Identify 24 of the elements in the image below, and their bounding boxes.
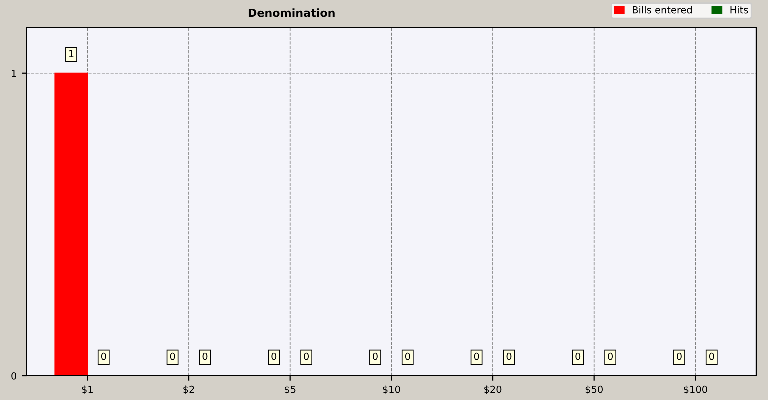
data-label: 0 [709, 352, 714, 360]
data-label: 0 [101, 352, 106, 360]
data-label: 0 [576, 352, 581, 360]
data-label: 0 [474, 352, 480, 360]
x-tick-label: $20 [484, 386, 502, 395]
data-label: 0 [304, 352, 310, 360]
x-tick-label: $1 [82, 386, 93, 395]
data-label: 0 [373, 352, 378, 360]
chart-title: Denomination [248, 8, 335, 18]
x-tick-label: $2 [184, 386, 194, 395]
legend-label: Hits [730, 6, 748, 14]
data-label: 0 [272, 352, 277, 360]
data-label: 0 [608, 352, 614, 360]
data-label: 0 [677, 352, 682, 360]
x-tick-label: $100 [684, 386, 708, 395]
data-label: 1 [69, 50, 74, 58]
x-tick-label: $10 [383, 386, 400, 395]
data-label: 0 [202, 352, 208, 360]
legend-label: Bills entered [633, 6, 692, 14]
x-tick-label: $50 [586, 386, 603, 395]
data-label: 0 [170, 352, 176, 360]
data-label: 0 [506, 352, 512, 360]
x-tick-label: $5 [284, 386, 296, 395]
data-label: 0 [405, 352, 410, 360]
